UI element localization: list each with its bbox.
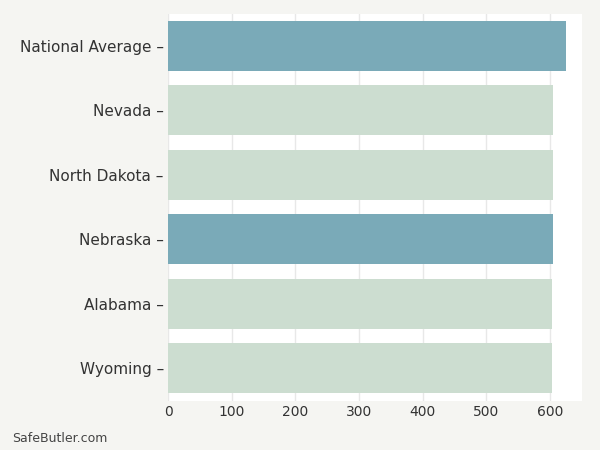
Bar	[168, 279, 552, 329]
Text: SafeButler.com: SafeButler.com	[12, 432, 107, 446]
Bar	[168, 85, 553, 135]
Bar	[168, 214, 553, 265]
Bar	[168, 149, 553, 200]
Bar	[168, 343, 552, 393]
Bar	[168, 21, 566, 71]
